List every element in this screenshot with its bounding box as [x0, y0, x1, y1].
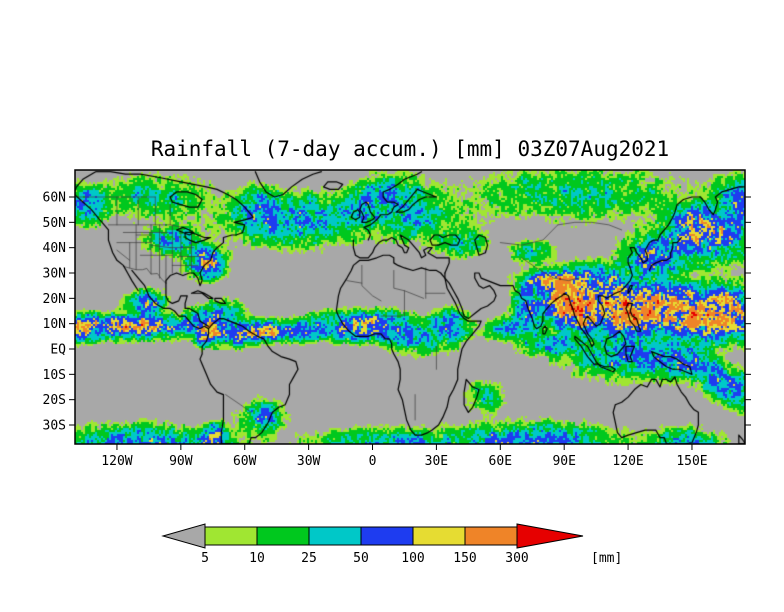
legend-segment: [308, 526, 362, 546]
legend-tick-label: 10: [249, 551, 265, 566]
legend-segment: [360, 526, 414, 546]
lat-tick-label: 50N: [43, 216, 66, 231]
legend-segment: [412, 526, 466, 546]
lat-tick-label: 10S: [43, 368, 66, 383]
legend-segment: [204, 526, 258, 546]
legend-arrow-right: [516, 523, 584, 549]
legend-tick-label: 25: [301, 551, 317, 566]
rainfall-raster-map: [75, 170, 745, 444]
legend-tick-label: 300: [505, 551, 528, 566]
lon-tick-label: 60E: [489, 454, 512, 469]
legend-tick-label: 5: [201, 551, 209, 566]
legend-tick-label: 50: [353, 551, 369, 566]
lon-tick-label: 60W: [233, 454, 257, 469]
lat-tick-label: 20S: [43, 393, 66, 408]
lat-tick-label: 30N: [43, 267, 66, 282]
lon-tick-label: 120E: [612, 454, 643, 469]
lat-tick-label: 30S: [43, 419, 66, 434]
legend-tick-label: 100: [401, 551, 424, 566]
lon-tick-label: 90W: [169, 454, 193, 469]
legend-segment: [256, 526, 310, 546]
legend-segment: [464, 526, 518, 546]
legend-unit-label: [mm]: [591, 551, 622, 566]
lat-tick-label: 60N: [43, 191, 66, 206]
lat-tick-label: 40N: [43, 241, 66, 256]
lat-tick-label: EQ: [50, 343, 66, 358]
lon-tick-label: 0: [369, 454, 377, 469]
figure-title: Rainfall (7-day accum.) [mm] 03Z07Aug202…: [150, 137, 670, 161]
lon-tick-label: 150E: [676, 454, 707, 469]
lon-tick-label: 120W: [101, 454, 132, 469]
lat-tick-label: 10N: [43, 317, 66, 332]
legend-tick-label: 150: [453, 551, 476, 566]
lon-tick-label: 30E: [425, 454, 448, 469]
lat-tick-label: 20N: [43, 292, 66, 307]
lon-tick-label: 30W: [297, 454, 321, 469]
lon-tick-label: 90E: [552, 454, 575, 469]
legend-arrow-left: [161, 523, 206, 549]
